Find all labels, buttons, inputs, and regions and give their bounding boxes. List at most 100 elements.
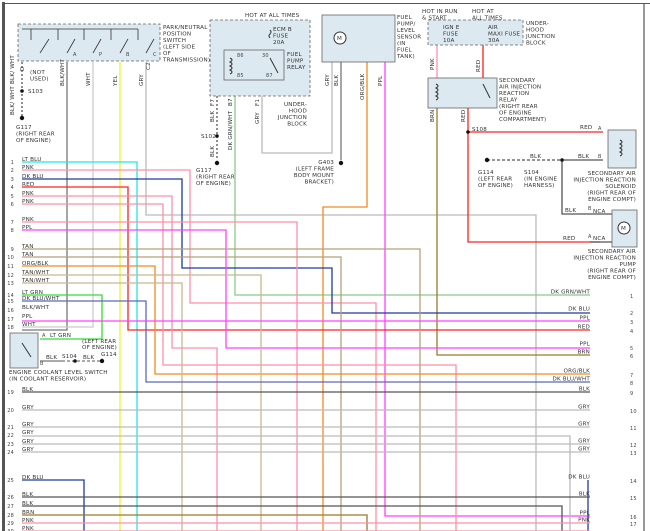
right-wire-label-15: BLK [579, 492, 590, 498]
left-pin-23: 23 [7, 442, 14, 448]
right-wire-label-12: GRY [578, 439, 590, 445]
pn-switch-label-line-3: (LEFT SIDE [163, 45, 195, 51]
wire-15 [22, 300, 590, 383]
pn-switch-label-line-5: TRANSMISSION) [162, 58, 210, 64]
s108-label: S108 [472, 127, 487, 133]
g403-label-line-3: BRACKET) [304, 180, 334, 186]
switch-contacts-icon [22, 28, 155, 54]
left-wire-label-7: PNK [22, 217, 34, 223]
vertical-label-blk_c_pump-11: BLK [334, 75, 340, 86]
right-pin-4: 4 [630, 329, 633, 335]
fuel-pump-sensor-label-line-6: TANK) [396, 54, 415, 60]
left-wire-label-1: LT BLU [22, 157, 42, 163]
left-wire-label-2: PNK [22, 165, 34, 171]
coolant-switch-label-line-1: (IN COOLANT RESERVOIR) [9, 377, 86, 383]
air-fuse-label-line-0: AIR [488, 25, 498, 31]
g403-label-line-2: BODY MOUNT [294, 173, 335, 179]
left-pin-16: 16 [7, 308, 14, 314]
wire-blk-solenoid [561, 159, 612, 215]
fuel-pump-sensor-label-line-1: PUMP/ [397, 22, 416, 28]
sec-air-relay-label-line-6: COMPARTMENT) [499, 117, 546, 123]
left-pin-29: 29 [7, 521, 14, 527]
right-pin-13: 13 [630, 451, 637, 457]
left-wire-label-12: TAN/WHT [21, 270, 50, 276]
left-wire-label-13: TAN/WHT [21, 278, 50, 284]
fuel-pump-sensor-label-line-5: FUEL [397, 48, 412, 54]
sec-air-pump-label-line-1: INJECTION REACTION [573, 256, 636, 262]
right-pin-8: 8 [630, 381, 633, 387]
vertical-label-pnk_e9-14: PNK [430, 58, 436, 70]
right-pin-17: 17 [630, 522, 637, 528]
right-wire-label-5: PPL [580, 342, 591, 348]
vertical-label-blk_f7-7: BLK [210, 111, 216, 122]
right-wire-label-7: ORG/BLK [563, 369, 590, 375]
wire-14 [22, 294, 103, 340]
frame-left [2, 2, 5, 531]
left-wire-label-5: PNK [22, 191, 34, 197]
splice-points [19, 89, 564, 364]
left-pin-13: 13 [7, 281, 14, 287]
wire-22 [22, 435, 571, 531]
not-used-label-line-1: USED) [30, 77, 49, 83]
underhood-2-label-line-2: JUNCTION [525, 34, 555, 40]
left-pin-11: 11 [7, 264, 14, 270]
sec-air-solenoid-label-line-2: SOLENOID [605, 184, 636, 190]
left-wire-label-17: PPL [22, 314, 33, 320]
ign-fuse-label-line-2: 10A [443, 38, 455, 44]
left-wire-label-30: PNK [22, 526, 34, 531]
left-pin-8: 8 [11, 228, 14, 234]
right-wire-label-1: DK GRN/WHT [551, 290, 591, 296]
coolant-switch-icon [21, 342, 32, 358]
g117-b-label-line-1: (RIGHT REAR [196, 175, 235, 181]
right-wire-label-3: PPL [580, 316, 591, 322]
vertical-label-f1-21: F1 [255, 99, 261, 106]
left-pin-12: 12 [7, 273, 14, 279]
sec-air-solenoid-label-line-3: (RIGHT REAR OF [587, 191, 636, 197]
vertical-label-f7-19: F7 [210, 99, 216, 106]
left-pin-28: 28 [7, 513, 14, 519]
vertical-label-gry_f1-9: GRY [255, 112, 261, 124]
right-wire-label-13: GRY [578, 447, 590, 453]
coolant-ground-label-line-0: (LEFT REAR [82, 339, 116, 345]
vertical-label-gry_b-5: GRY [139, 74, 145, 86]
ign-fuse-label-line-0: IGN E [443, 25, 460, 31]
right-pin-1: 1 [630, 294, 633, 300]
left-pin-22: 22 [7, 433, 14, 439]
left-pin-19: 19 [7, 390, 14, 396]
wire-blk-wht-16 [22, 62, 68, 331]
wire-27 [22, 505, 563, 531]
ecm-fuse-icon [268, 29, 272, 39]
sol-pin-b: B [598, 154, 602, 160]
right-wire-label-8: DK BLU/WHT [552, 377, 590, 383]
wire-6 [22, 203, 457, 531]
underhood-1-label-line-1: HOOD [289, 109, 307, 115]
left-wire-label-16: BLK/WHT [22, 305, 49, 311]
right-wire-label-2: DK BLU [568, 307, 590, 313]
right-pin-6: 6 [630, 354, 633, 360]
s102-label: S102 [201, 134, 216, 140]
g117-b-label-line-2: OF ENGINE) [196, 181, 231, 187]
left-wire-label-28: BRN [22, 510, 35, 516]
coolant-pin-a: A [42, 333, 46, 339]
left-wire-label-22: GRY [22, 430, 34, 436]
fuel-pump-relay-label-line-2: RELAY [287, 65, 306, 71]
blk-pump-label: BLK [565, 208, 576, 214]
left-wire-label-20: GRY [22, 405, 34, 411]
vertical-label-c2-22: C2 [146, 62, 152, 70]
vertical-label-brn-16: BRN [430, 109, 436, 122]
left-wire-label-4: RED [22, 182, 34, 188]
left-wire-label-26: BLK [22, 492, 33, 498]
left-pin-20: 20 [7, 408, 14, 414]
right-pin-7: 7 [630, 373, 633, 379]
hot-all-times-2-label-line-1: ALL TIMES [472, 16, 503, 22]
sec-relay-switch-icon [482, 83, 491, 99]
vertical-label-dk_grn_wht_b7-8: DK GRN/WHT [228, 110, 234, 150]
blk-switch-label: BLK [46, 355, 57, 361]
right-wire-label-6: BRN [577, 350, 590, 356]
left-pin-25: 25 [7, 478, 14, 484]
pump-motor-label: M [621, 226, 626, 232]
right-pin-9: 9 [630, 391, 633, 397]
not-used-label-line-0: (NOT [30, 70, 45, 76]
g117-a-label-line-2: OF ENGINE) [16, 138, 51, 144]
